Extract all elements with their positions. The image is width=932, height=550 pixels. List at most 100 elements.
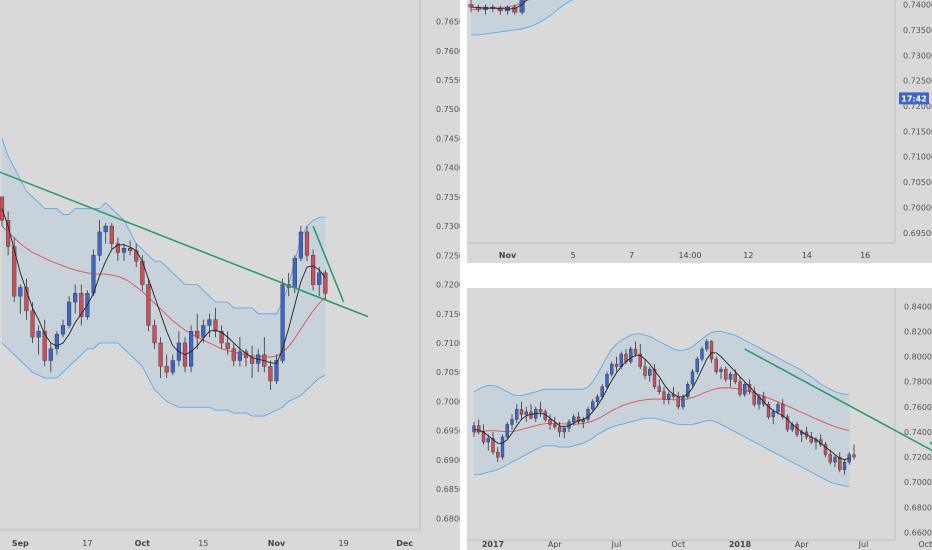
candle[interactable] [591,399,595,412]
candle[interactable] [475,4,481,13]
candle[interactable] [468,0,474,13]
candle[interactable] [207,313,212,338]
candle[interactable] [121,243,127,262]
candle[interactable] [79,284,84,326]
candle[interactable] [538,401,543,417]
candle[interactable] [823,442,828,458]
candle[interactable] [714,356,718,375]
candle[interactable] [103,223,108,244]
candle[interactable] [785,414,790,432]
candle[interactable] [317,267,322,297]
candle[interactable] [323,269,328,300]
candle[interactable] [109,223,114,250]
candle[interactable] [219,325,224,349]
candle[interactable] [36,325,41,355]
candle[interactable] [486,434,490,451]
candle[interactable] [652,364,657,390]
candle[interactable] [738,376,742,397]
trendline[interactable] [744,348,932,460]
candle[interactable] [852,444,856,460]
candle[interactable] [743,381,747,397]
candle[interactable] [833,454,837,468]
candle[interactable] [30,302,35,343]
candle[interactable] [572,414,576,426]
candle[interactable] [231,342,236,367]
candle[interactable] [115,237,120,262]
candle[interactable] [776,401,780,415]
candle[interactable] [128,240,133,256]
candle[interactable] [60,319,66,338]
candle[interactable] [0,196,5,227]
candle[interactable] [700,346,704,362]
candle[interactable] [728,371,733,387]
candle[interactable] [67,296,72,329]
candle[interactable] [48,342,53,373]
candle[interactable] [600,384,604,400]
candle[interactable] [510,414,514,430]
candle[interactable] [189,325,194,373]
candle[interactable] [213,307,218,338]
candle[interactable] [158,337,163,379]
candle[interactable] [18,284,23,314]
candle[interactable] [553,416,557,430]
candle[interactable] [705,338,709,352]
candle[interactable] [477,419,481,435]
candle[interactable] [771,409,775,425]
candle[interactable] [298,226,303,262]
candle[interactable] [280,278,285,364]
candle[interactable] [515,404,519,424]
candle[interactable] [709,340,714,363]
candle[interactable] [548,414,552,430]
candle[interactable] [610,361,614,377]
candle[interactable] [170,354,175,376]
candle[interactable] [695,356,699,375]
candle[interactable] [838,452,842,473]
candle[interactable] [512,4,518,15]
candle[interactable] [496,447,500,463]
candle[interactable] [505,421,509,440]
candle[interactable] [97,220,102,262]
candle[interactable] [12,237,17,303]
candle[interactable] [274,354,279,384]
candle[interactable] [195,313,200,349]
candle[interactable] [557,421,562,437]
candle[interactable] [268,360,273,390]
candle[interactable] [686,381,690,400]
candle[interactable] [237,337,242,367]
trendline[interactable] [0,171,369,318]
candle[interactable] [500,434,505,460]
candle[interactable] [633,341,638,357]
trendline[interactable] [312,225,345,303]
candle[interactable] [304,226,310,262]
candle[interactable] [576,411,581,425]
candle[interactable] [643,359,647,380]
candle[interactable] [842,459,847,475]
candle[interactable] [690,369,695,387]
candle[interactable] [766,401,771,420]
candle[interactable] [657,379,661,395]
candle[interactable] [524,406,528,422]
candle[interactable] [662,386,666,405]
candle[interactable] [201,319,206,343]
candle[interactable] [724,366,728,382]
candle[interactable] [614,356,619,372]
candle[interactable] [225,331,230,355]
candle[interactable] [562,425,566,439]
candle[interactable] [638,344,642,370]
candle[interactable] [24,278,29,320]
candle[interactable] [73,284,78,314]
candle[interactable] [667,391,671,405]
candle[interactable] [519,401,524,420]
candle[interactable] [648,366,652,382]
candle[interactable] [605,371,609,390]
candle[interactable] [146,278,151,332]
candle[interactable] [152,319,157,349]
candle[interactable] [491,431,495,455]
candle[interactable] [164,354,169,379]
